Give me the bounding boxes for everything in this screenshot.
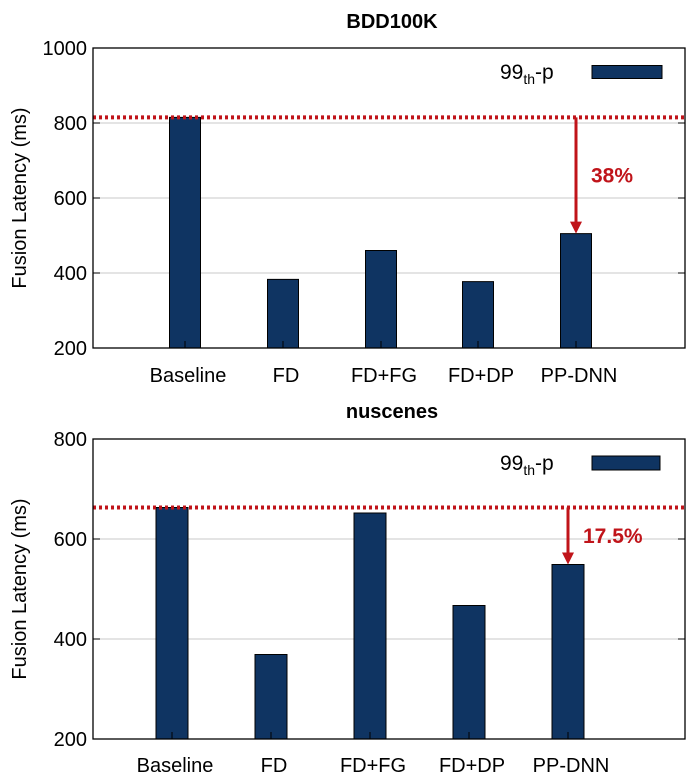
chart1-title: BDD100K	[346, 11, 438, 33]
chart2-annotation-label: 17.5%	[583, 525, 643, 548]
chart1-annotation-label: 38%	[591, 165, 633, 188]
chart1-ytick-label-400: 400	[54, 263, 87, 285]
chart2-bar-fd-dp	[452, 605, 486, 740]
chart2-bar-fd	[254, 654, 288, 740]
chart1-bar-fd-fg	[365, 250, 397, 349]
chart2-legend-label: 99th-p	[500, 452, 554, 478]
chart2-xtick-label-fd-fg: FD+FG	[340, 755, 406, 777]
chart2-ytick-label-200: 200	[54, 729, 87, 751]
chart1-legend-label: 99th-p	[500, 61, 554, 87]
chart2-ytick-label-400: 400	[54, 629, 87, 651]
chart2-xtick-label-fd-dp: FD+DP	[439, 755, 505, 777]
chart1-xtick-label-fd-fg: FD+FG	[351, 365, 417, 387]
chart2-xtick-label-pp-dnn: PP-DNN	[533, 755, 610, 777]
chart1-xtick-label-fd-dp: FD+DP	[448, 365, 514, 387]
chart2-legend-swatch	[591, 455, 661, 471]
chart1-ytick-label-1000: 1000	[43, 38, 88, 60]
chart1-ylabel: Fusion Latency (ms)	[9, 107, 31, 288]
chart1-bar-fd-dp	[462, 281, 494, 349]
chart2-bar-pp-dnn	[551, 564, 585, 740]
chart1-xtick-label-fd: FD	[273, 365, 300, 387]
chart2-ylabel: Fusion Latency (ms)	[9, 498, 31, 679]
chart1-legend-swatch	[591, 65, 663, 79]
chart1-xtick-label-baseline: Baseline	[150, 365, 227, 387]
chart2-ytick-label-600: 600	[54, 529, 87, 551]
chart2-xtick-label-fd: FD	[261, 755, 288, 777]
chart1-bar-pp-dnn	[560, 233, 592, 349]
chart2-plot-frame	[92, 438, 686, 740]
chart2-bar-fd-fg	[353, 512, 387, 740]
chart1-ytick-label-200: 200	[54, 338, 87, 360]
chart2-title: nuscenes	[346, 401, 438, 423]
chart1-ytick-label-600: 600	[54, 188, 87, 210]
chart1-bar-baseline	[169, 116, 201, 349]
chart1-bar-fd	[267, 278, 299, 349]
chart2-xtick-label-baseline: Baseline	[137, 755, 214, 777]
chart2-bar-baseline	[155, 507, 189, 740]
chart2-ytick-label-800: 800	[54, 429, 87, 451]
chart1-xtick-label-pp-dnn: PP-DNN	[541, 365, 618, 387]
chart1-ytick-label-800: 800	[54, 113, 87, 135]
chart1-annotation-arrow-head	[570, 221, 582, 234]
chart2-annotation-arrow-head	[562, 552, 574, 565]
